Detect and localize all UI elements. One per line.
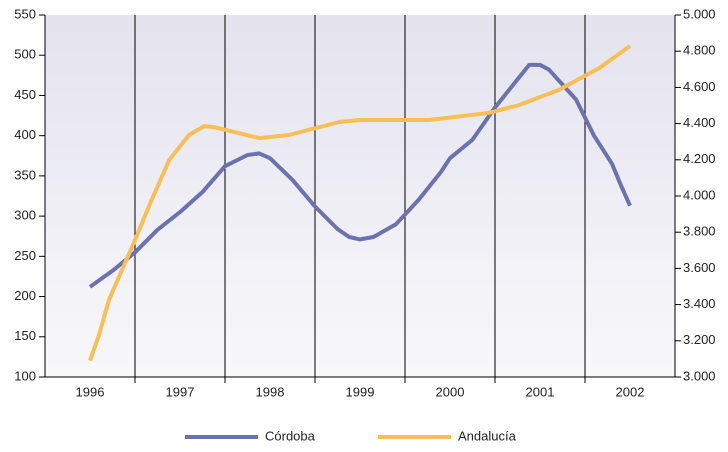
x-tick-label: 2001	[526, 384, 555, 399]
x-tick-label: 1998	[256, 384, 285, 399]
y2-tick-label: 3.200	[683, 332, 716, 347]
y-tick-label: 300	[14, 208, 36, 223]
y-tick-label: 100	[14, 368, 36, 383]
x-tick-label: 1997	[166, 384, 195, 399]
plot-area	[45, 15, 675, 377]
y-tick-label: 350	[14, 167, 36, 182]
x-tick-label: 1999	[346, 384, 375, 399]
legend-label: Andalucía	[458, 428, 517, 443]
y2-tick-label: 4.200	[683, 151, 716, 166]
line-series	[88, 62, 632, 289]
y-tick-label: 400	[14, 127, 36, 142]
x-tick-label: 1996	[76, 384, 105, 399]
y2-tick-label: 3.400	[683, 296, 716, 311]
y2-tick-label: 3.000	[683, 368, 716, 383]
y2-tick-label: 3.600	[683, 260, 716, 275]
y2-tick-label: 4.800	[683, 43, 716, 58]
y-tick-label: 250	[14, 248, 36, 263]
y2-tick-label: 4.000	[683, 187, 716, 202]
y2-tick-label: 3.800	[683, 224, 716, 239]
y-tick-label: 150	[14, 328, 36, 343]
x-tick-label: 2002	[616, 384, 645, 399]
y-tick-label: 450	[14, 87, 36, 102]
x-tick-label: 2000	[436, 384, 465, 399]
y-tick-label: 550	[14, 6, 36, 21]
y-tick-label: 500	[14, 47, 36, 62]
line-series	[88, 44, 632, 362]
y2-tick-label: 4.600	[683, 79, 716, 94]
y2-tick-label: 4.400	[683, 115, 716, 130]
y-tick-label: 200	[14, 288, 36, 303]
y2-tick-label: 5.000	[683, 6, 716, 21]
legend-label: Córdoba	[265, 428, 316, 443]
